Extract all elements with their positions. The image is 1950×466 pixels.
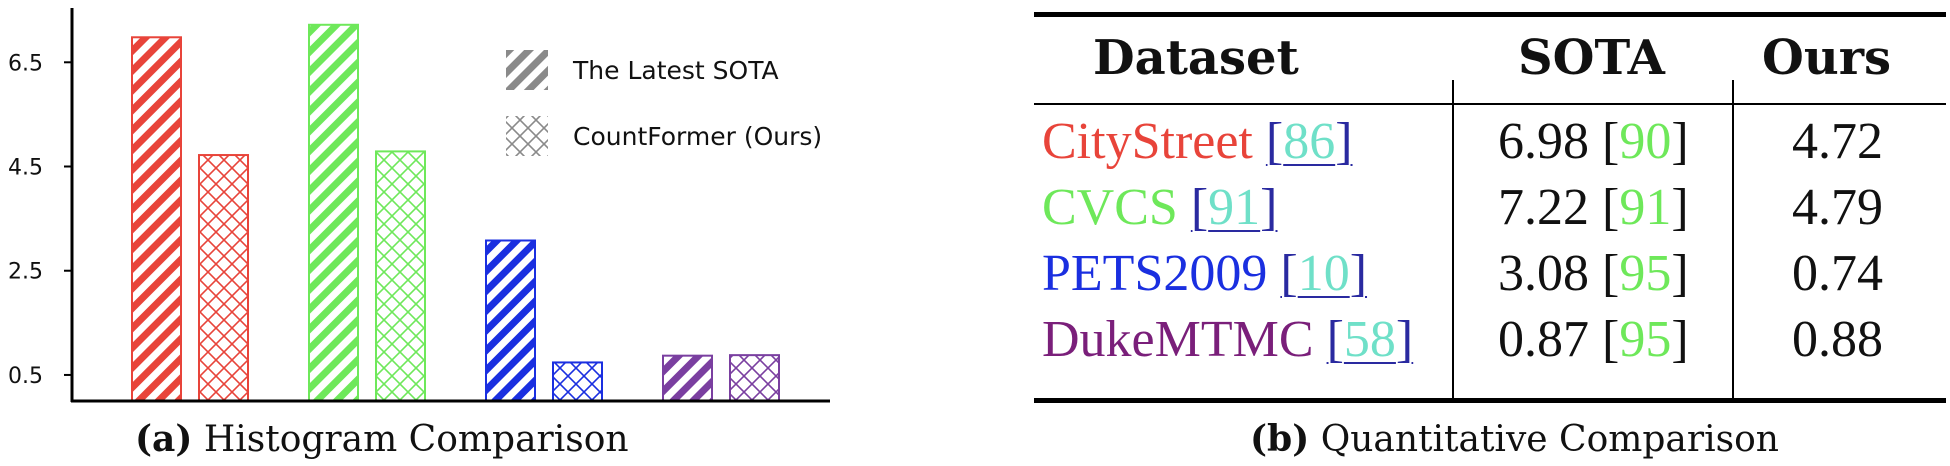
table-cell-dataset: PETS2009 [10] xyxy=(1042,244,1367,304)
dataset-citation: [10] xyxy=(1280,245,1367,302)
histogram-panel: 0.5 2.5 4.5 6.5 The Latest SOTA CountFormer … xyxy=(0,0,860,466)
citation-bracket: [ xyxy=(1326,311,1344,368)
y-tick-label: 4.5 xyxy=(8,156,43,181)
citation-bracket: ] xyxy=(1395,311,1414,368)
citation-bracket: ] xyxy=(1349,245,1368,302)
y-tick-label: 2.5 xyxy=(8,260,43,285)
table-caption-text: Quantitative Comparison xyxy=(1320,419,1779,460)
table-cell-ours: 4.72 xyxy=(1792,112,1883,172)
dataset-name: DukeMTMC xyxy=(1042,311,1327,368)
table-cell-ours: 4.79 xyxy=(1792,178,1883,238)
legend-swatch-sota xyxy=(506,50,548,90)
citation-bracket: [ xyxy=(1602,245,1620,302)
header-dataset: Dataset xyxy=(1093,30,1299,86)
bar-cvcs-countformer xyxy=(375,150,426,402)
ours-value: 0.74 xyxy=(1792,245,1883,302)
citation-bracket: [ xyxy=(1190,179,1209,236)
table-cell-sota: 3.08 [95] xyxy=(1498,244,1689,304)
table-header-rule xyxy=(1034,103,1946,105)
citation-bracket: [ xyxy=(1280,245,1298,302)
sota-value: 7.22 xyxy=(1498,179,1602,236)
citation-number: 86 xyxy=(1283,113,1336,170)
legend-label-countformer: CountFormer (Ours) xyxy=(573,122,822,151)
histogram-chart: 0.5 2.5 4.5 6.5 The Latest SOTA CountFormer … xyxy=(8,8,830,403)
header-ours: Ours xyxy=(1762,30,1892,86)
citation-bracket: ] xyxy=(1671,113,1689,170)
sota-citation-number: 90 xyxy=(1619,113,1672,170)
table-cell-sota: 0.87 [95] xyxy=(1498,310,1689,370)
table-cell-sota: 7.22 [91] xyxy=(1498,178,1689,238)
table-top-rule xyxy=(1034,12,1946,17)
dataset-name: CityStreet xyxy=(1042,113,1266,170)
table-cell-dataset: CVCS [91] xyxy=(1042,178,1278,238)
citation-bracket: ] xyxy=(1260,179,1278,236)
ours-value: 0.88 xyxy=(1792,311,1883,368)
citation-bracket: ] xyxy=(1671,311,1689,368)
dataset-name: CVCS xyxy=(1042,179,1191,236)
bar-pets2009-countformer xyxy=(552,361,603,402)
table-cell-sota: 6.98 [90] xyxy=(1498,112,1689,172)
sota-citation-number: 91 xyxy=(1619,179,1672,236)
histogram-caption-label: (a) xyxy=(135,418,193,460)
citation-number: 58 xyxy=(1343,311,1396,368)
table-cell-dataset: CityStreet [86] xyxy=(1042,112,1353,172)
citation-bracket: [ xyxy=(1602,113,1620,170)
citation-bracket: ] xyxy=(1671,179,1689,236)
bar-dukemtmc-sota xyxy=(662,354,713,403)
ours-value: 4.79 xyxy=(1792,179,1883,236)
dataset-citation: [58] xyxy=(1327,311,1414,368)
table-caption-label: (b) xyxy=(1250,418,1310,460)
table-cell-ours: 0.88 xyxy=(1792,310,1883,370)
citation-bracket: ] xyxy=(1335,113,1353,170)
table-cell-ours: 0.74 xyxy=(1792,244,1883,304)
citation-bracket: ] xyxy=(1671,245,1689,302)
y-tick-label: 6.5 xyxy=(8,51,43,76)
table-bottom-rule xyxy=(1034,398,1946,403)
bar-citystreet-countformer xyxy=(198,154,249,402)
histogram-caption-text: Histogram Comparison xyxy=(203,419,629,460)
bar-citystreet-sota xyxy=(131,36,182,402)
citation-bracket: [ xyxy=(1265,113,1284,170)
histogram-caption: (a) Histogram Comparison xyxy=(135,418,629,460)
table-column-divider-2 xyxy=(1732,80,1734,400)
legend-swatch-countformer xyxy=(506,116,548,156)
citation-bracket: [ xyxy=(1602,311,1620,368)
sota-value: 0.87 xyxy=(1498,311,1602,368)
header-sota: SOTA xyxy=(1518,30,1665,86)
y-tick-label: 0.5 xyxy=(8,364,43,389)
sota-value: 3.08 xyxy=(1498,245,1602,302)
comparison-table-panel: Dataset SOTA Ours CityStreet [86] 6.98 [9… xyxy=(1020,0,1950,466)
table-column-divider-1 xyxy=(1452,80,1454,400)
bar-pets2009-sota xyxy=(485,239,536,402)
ours-value: 4.72 xyxy=(1792,113,1883,170)
citation-number: 91 xyxy=(1208,179,1261,236)
table-cell-dataset: DukeMTMC [58] xyxy=(1042,310,1413,370)
legend-label-sota: The Latest SOTA xyxy=(572,56,779,85)
dataset-citation: [86] xyxy=(1266,113,1353,170)
bar-dukemtmc-countformer xyxy=(729,354,780,403)
sota-value: 6.98 xyxy=(1498,113,1602,170)
table-caption: (b) Quantitative Comparison xyxy=(1250,418,1779,460)
citation-bracket: [ xyxy=(1602,179,1620,236)
citation-number: 10 xyxy=(1297,245,1350,302)
dataset-citation: [91] xyxy=(1191,179,1278,236)
sota-citation-number: 95 xyxy=(1619,245,1672,302)
dataset-name: PETS2009 xyxy=(1042,245,1281,302)
sota-citation-number: 95 xyxy=(1619,311,1672,368)
bar-cvcs-sota xyxy=(308,23,359,403)
